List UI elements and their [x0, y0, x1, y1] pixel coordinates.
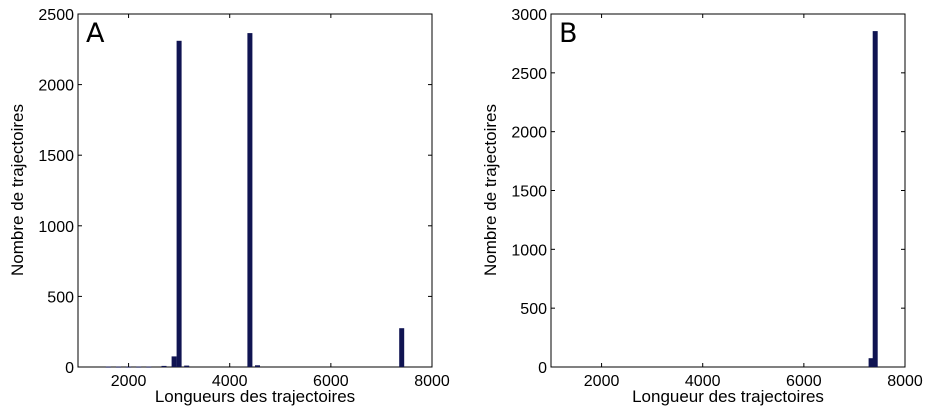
- y-tick-label-a-3: 1500: [38, 148, 74, 165]
- bar-a-5: [161, 365, 167, 367]
- x-ticks-a: 2000 4000 6000 8000: [111, 14, 450, 390]
- y-tick-label-b-1: 500: [520, 301, 547, 318]
- bar-a-10: [255, 365, 260, 367]
- panel-b: 2000 4000 6000 8000 0 500 1000 1500 2000 2500 300…: [481, 7, 923, 406]
- bar-a-0: [105, 366, 111, 368]
- bar-a-8: [184, 365, 190, 367]
- plot-frame-a: [77, 13, 433, 368]
- x-tick-label-b-3: 8000: [887, 373, 923, 390]
- x-tick-label-a-2: 6000: [313, 373, 349, 390]
- x-tick-label-b-1: 4000: [685, 373, 721, 390]
- x-tick-label-a-3: 8000: [414, 373, 450, 390]
- bar-b-0: [868, 358, 874, 367]
- bar-a-11: [399, 328, 405, 367]
- y-axis-label-a: Nombre de trajectoires: [8, 104, 27, 276]
- y-tick-label-a-1: 500: [47, 289, 74, 306]
- bars-a: [105, 33, 405, 368]
- x-tick-label-a-0: 2000: [111, 373, 147, 390]
- y-tick-label-b-3: 1500: [511, 184, 547, 201]
- y-ticks-a: 0 500 1000 1500 2000 2500: [38, 7, 432, 377]
- y-tick-label-b-6: 3000: [511, 7, 547, 24]
- panel-letter-a: A: [86, 18, 105, 49]
- x-tick-label-b-2: 6000: [786, 373, 822, 390]
- panel-letter-b: B: [559, 18, 578, 49]
- bar-a-9: [247, 33, 253, 367]
- x-axis-label-b: Longueur des trajectoires: [632, 387, 824, 406]
- bar-b-1: [872, 31, 878, 367]
- bar-a-2: [126, 366, 132, 368]
- bars-b: [868, 31, 878, 367]
- y-tick-label-a-5: 2500: [38, 7, 74, 24]
- x-tick-label-b-0: 2000: [584, 373, 620, 390]
- y-tick-label-a-2: 1000: [38, 219, 74, 236]
- x-axis-label-a: Longueurs des trajectoires: [155, 387, 355, 406]
- y-ticks-b: 0 500 1000 1500 2000 2500 3000: [511, 7, 905, 377]
- y-tick-label-b-0: 0: [538, 360, 547, 377]
- x-tick-label-a-1: 4000: [212, 373, 248, 390]
- bar-a-7: [176, 40, 182, 368]
- plot-frame-b: [550, 13, 906, 368]
- y-tick-label-b-4: 2000: [511, 125, 547, 142]
- y-axis-label-b: Nombre de trajectoires: [481, 104, 500, 276]
- y-tick-label-a-0: 0: [65, 360, 74, 377]
- bar-a-1: [116, 366, 121, 368]
- y-tick-label-b-2: 1000: [511, 242, 547, 259]
- y-tick-label-b-5: 2500: [511, 66, 547, 83]
- bar-a-4: [146, 366, 152, 368]
- bar-a-3: [136, 366, 142, 368]
- x-ticks-b: 2000 4000 6000 8000: [584, 14, 923, 390]
- y-tick-label-a-4: 2000: [38, 78, 74, 95]
- bar-a-6: [171, 356, 177, 367]
